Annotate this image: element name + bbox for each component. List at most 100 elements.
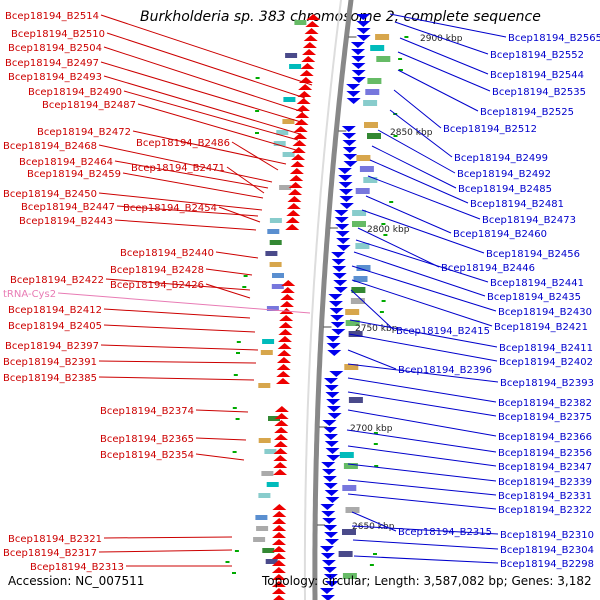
feature-block [345, 309, 360, 315]
forward-gene-arrow [272, 518, 287, 524]
right-leader-line [369, 159, 469, 204]
left-leader-line [103, 75, 301, 135]
feature-block [364, 122, 378, 128]
reverse-gene-arrow [356, 21, 371, 27]
feature-tick [374, 465, 379, 467]
right-gene-label: Bcep18194_B2456 [486, 249, 580, 260]
feature-tick [404, 36, 409, 38]
forward-gene-arrow [306, 14, 321, 20]
left-gene-label: Bcep18194_B2459 [27, 169, 121, 180]
left-gene-label: Bcep18194_B2426 [110, 280, 204, 291]
backbone-arc [312, 0, 354, 600]
forward-gene-arrow [280, 287, 295, 293]
forward-gene-arrow [271, 567, 286, 573]
forward-gene-arrow [297, 91, 312, 97]
right-leader-line [347, 409, 497, 437]
feature-tick [373, 443, 378, 445]
forward-gene-arrow [271, 581, 286, 587]
feature-block [339, 452, 354, 458]
right-gene-label: Bcep18194_B2421 [494, 322, 588, 333]
feature-block [264, 449, 277, 454]
left-gene-label: Bcep18194_B2510 [11, 29, 105, 40]
feature-block [375, 34, 390, 40]
left-leader-line [215, 251, 259, 259]
forward-gene-arrow [273, 469, 288, 475]
forward-gene-arrow [271, 560, 286, 566]
left-gene-label: Bcep18194_B2443 [19, 216, 113, 227]
right-leader-line [353, 555, 499, 564]
left-leader-line [218, 206, 261, 223]
feature-tick [255, 110, 260, 112]
feature-tick [381, 300, 386, 302]
forward-gene-arrow [277, 336, 292, 342]
reverse-gene-arrow [325, 392, 340, 398]
reverse-gene-arrow [351, 70, 366, 76]
forward-gene-arrow [274, 406, 289, 412]
kbp-marker-label: 2900 kbp [420, 34, 463, 44]
forward-gene-arrow [298, 77, 313, 83]
reverse-gene-arrow [330, 322, 345, 328]
feature-block [271, 284, 284, 289]
left-leader-line [205, 283, 251, 299]
left-gene-label: Bcep18194_B2514 [5, 11, 99, 22]
right-gene-label: Bcep18194_B2435 [487, 292, 581, 303]
right-gene-label: Bcep18194_B2460 [453, 229, 547, 240]
left-gene-label: Bcep18194_B2412 [8, 305, 102, 316]
feature-block [268, 416, 280, 421]
forward-gene-arrow [272, 511, 287, 517]
feature-block [342, 529, 356, 535]
feature-tick [236, 352, 240, 354]
reverse-gene-arrow [338, 175, 353, 181]
right-leader-line [355, 239, 489, 283]
reverse-gene-arrow [331, 329, 346, 335]
reverse-gene-arrow [319, 546, 334, 552]
reverse-gene-arrow [325, 539, 340, 545]
forward-gene-arrow [293, 133, 308, 139]
right-gene-label: Bcep18194_B2485 [458, 184, 552, 195]
reverse-gene-arrow [343, 161, 358, 167]
forward-gene-arrow [273, 462, 288, 468]
left-gene-label: Bcep18194_B2317 [3, 548, 97, 559]
right-leader-line [399, 37, 489, 75]
feature-block [342, 485, 357, 491]
reverse-gene-arrow [339, 196, 354, 202]
feature-tick [393, 135, 398, 137]
feature-block [363, 100, 378, 106]
forward-gene-arrow [271, 553, 286, 559]
left-leader-line [98, 549, 233, 553]
forward-gene-arrow [302, 49, 317, 55]
reverse-gene-arrow [322, 469, 337, 475]
left-gene-label: Bcep18194_B2313 [30, 562, 124, 573]
kbp-marker-label: 2750 kbp [355, 324, 398, 334]
forward-gene-arrow [277, 343, 292, 349]
forward-gene-arrow [277, 350, 292, 356]
feature-block [261, 471, 274, 476]
feature-block [344, 364, 359, 370]
feature-block [365, 89, 380, 95]
feature-block [258, 438, 271, 443]
left-gene-label: Bcep18194_B2450 [3, 189, 97, 200]
feature-block [262, 548, 275, 553]
feature-block [376, 56, 391, 62]
forward-gene-arrow [273, 455, 288, 461]
reverse-gene-arrow [324, 385, 339, 391]
right-gene-label: Bcep18194_B2396 [398, 365, 492, 376]
left-leader-line [98, 144, 273, 183]
forward-gene-arrow [291, 154, 306, 160]
forward-gene-arrow [302, 42, 317, 48]
feature-block [356, 155, 371, 161]
forward-gene-arrow [279, 315, 294, 321]
forward-gene-arrow [291, 147, 306, 153]
reverse-gene-arrow [339, 203, 354, 209]
left-leader-line [116, 205, 259, 217]
reverse-gene-arrow [342, 133, 357, 139]
reverse-gene-arrow [324, 581, 339, 587]
right-gene-label: Bcep18194_B2382 [498, 398, 592, 409]
reverse-gene-arrow [341, 126, 356, 132]
feature-block [255, 515, 268, 520]
right-gene-label: Bcep18194_B2304 [500, 545, 594, 556]
reverse-gene-arrow [327, 350, 342, 356]
right-leader-line [349, 319, 498, 348]
reverse-gene-arrow [324, 532, 339, 538]
